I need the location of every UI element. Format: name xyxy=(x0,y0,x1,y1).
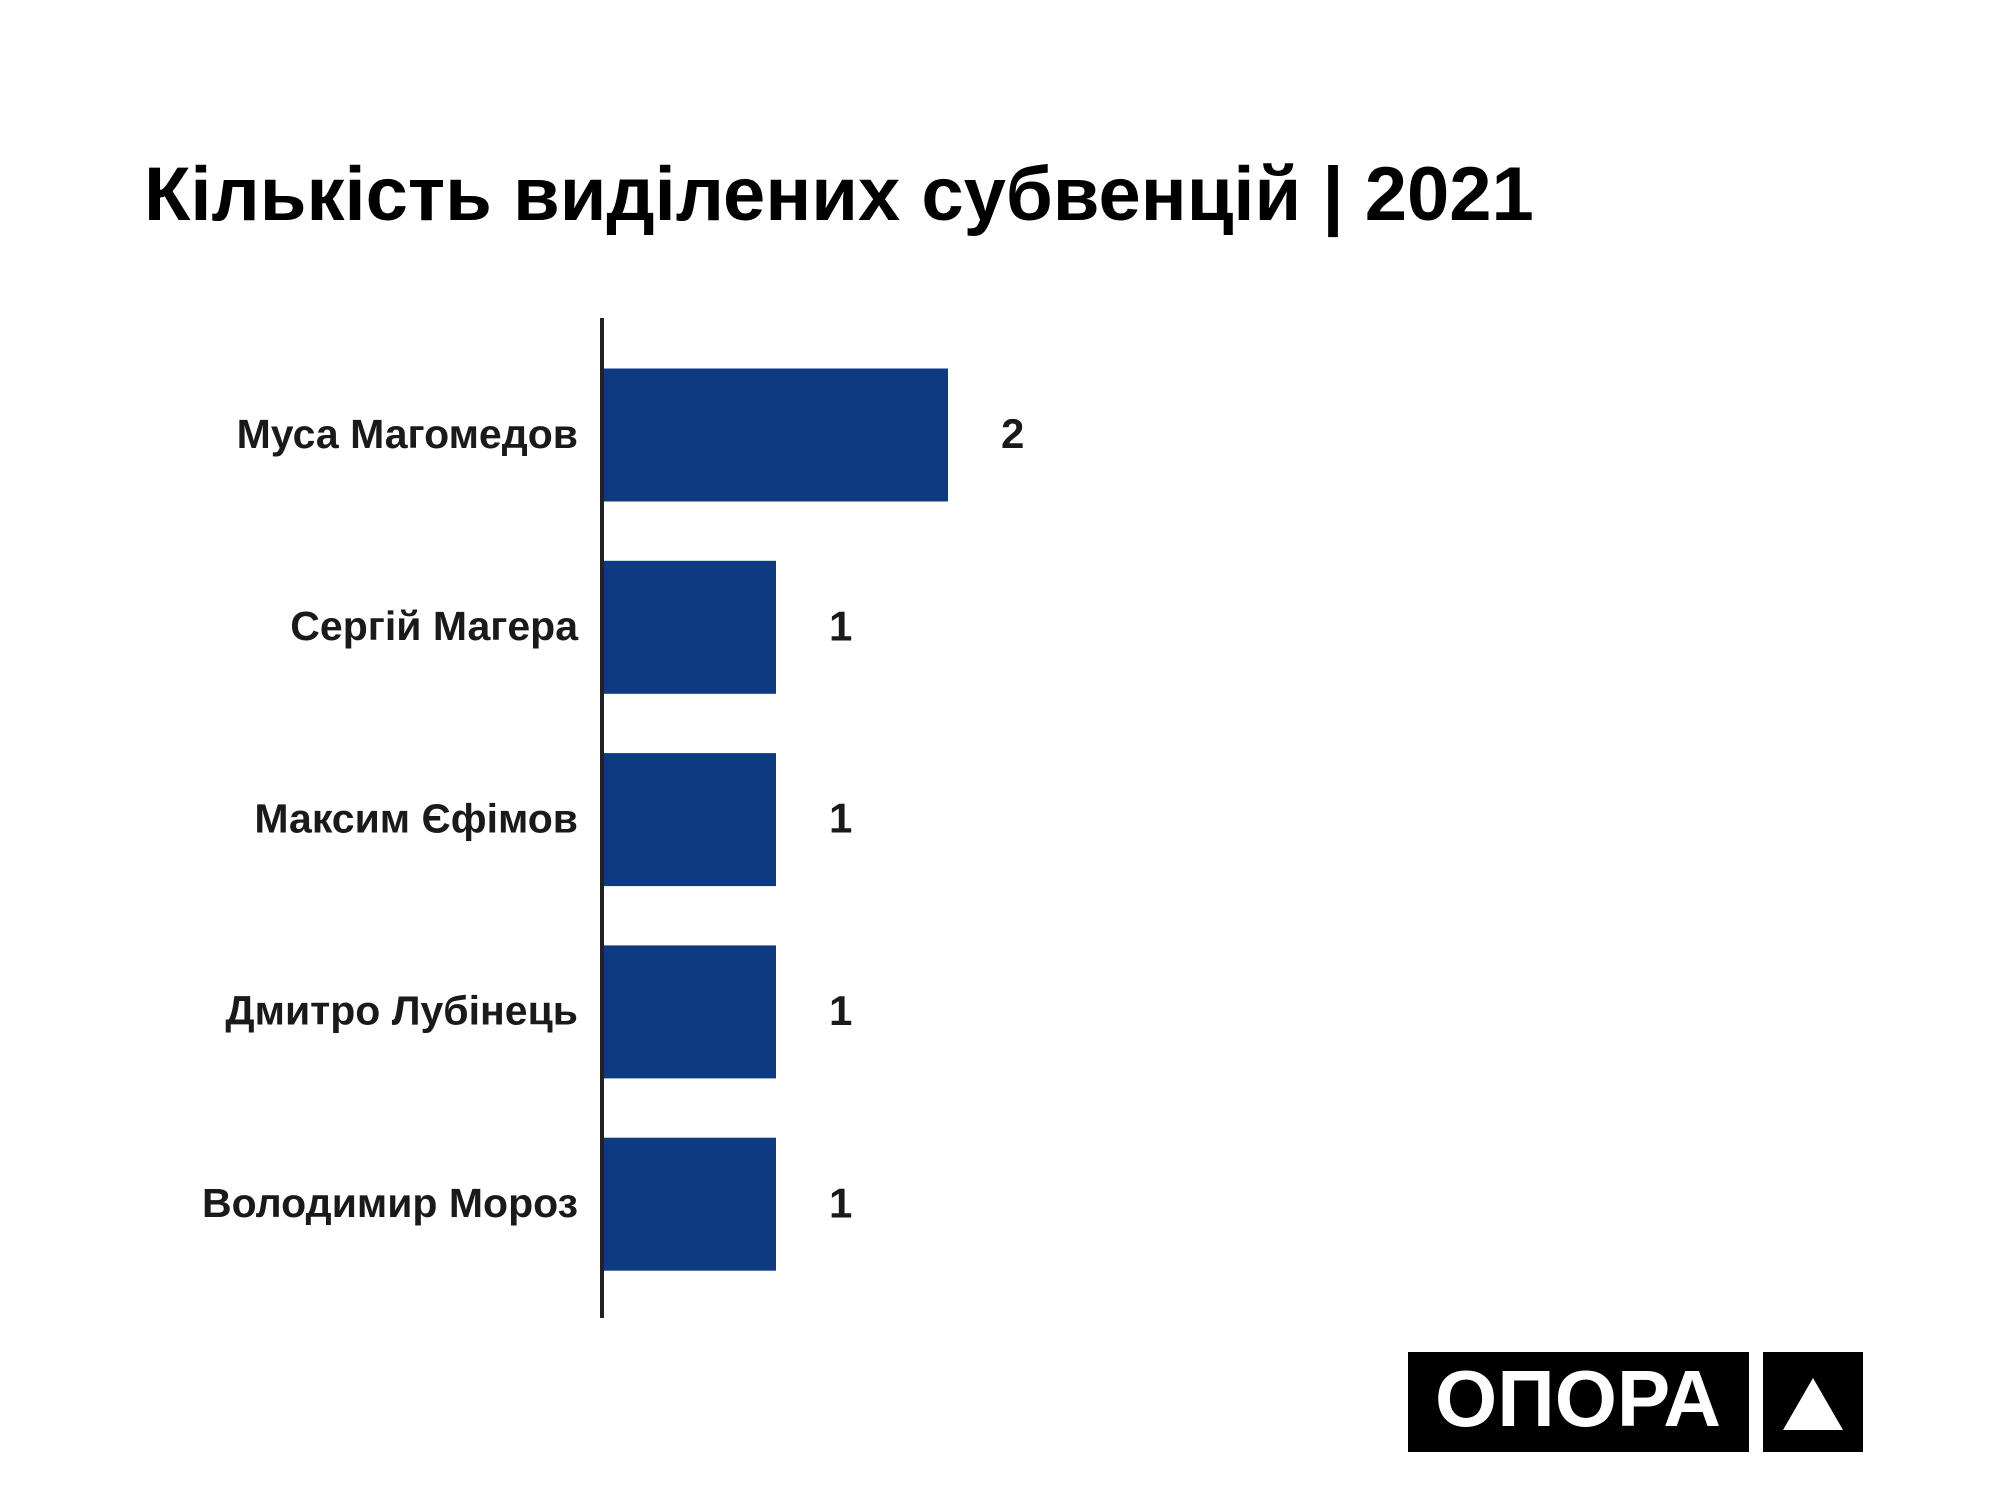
logo-box xyxy=(1408,1352,1749,1452)
value-label: 1 xyxy=(829,602,852,649)
bar xyxy=(604,560,776,694)
chart-title: Кількість виділених субвенцій | 2021 xyxy=(144,152,1534,238)
category-label: Володимир Мороз xyxy=(202,1180,578,1226)
logo-text: ОПОРА xyxy=(1435,1354,1721,1443)
logo: ОПОРА xyxy=(1408,1352,1863,1452)
value-label: 2 xyxy=(1001,410,1024,457)
bar xyxy=(604,945,776,1079)
category-label: Сергій Магера xyxy=(290,603,579,649)
value-label: 1 xyxy=(829,987,852,1034)
bar xyxy=(604,753,776,887)
value-label: 1 xyxy=(829,795,852,842)
logo-triangle xyxy=(1783,1378,1843,1430)
value-label: 1 xyxy=(829,1179,852,1226)
bar xyxy=(604,1137,776,1271)
bar xyxy=(604,368,948,502)
category-label: Муса Магомедов xyxy=(237,411,578,457)
category-label: Максим Єфімов xyxy=(254,795,578,841)
category-label: Дмитро Лубінець xyxy=(225,988,578,1034)
